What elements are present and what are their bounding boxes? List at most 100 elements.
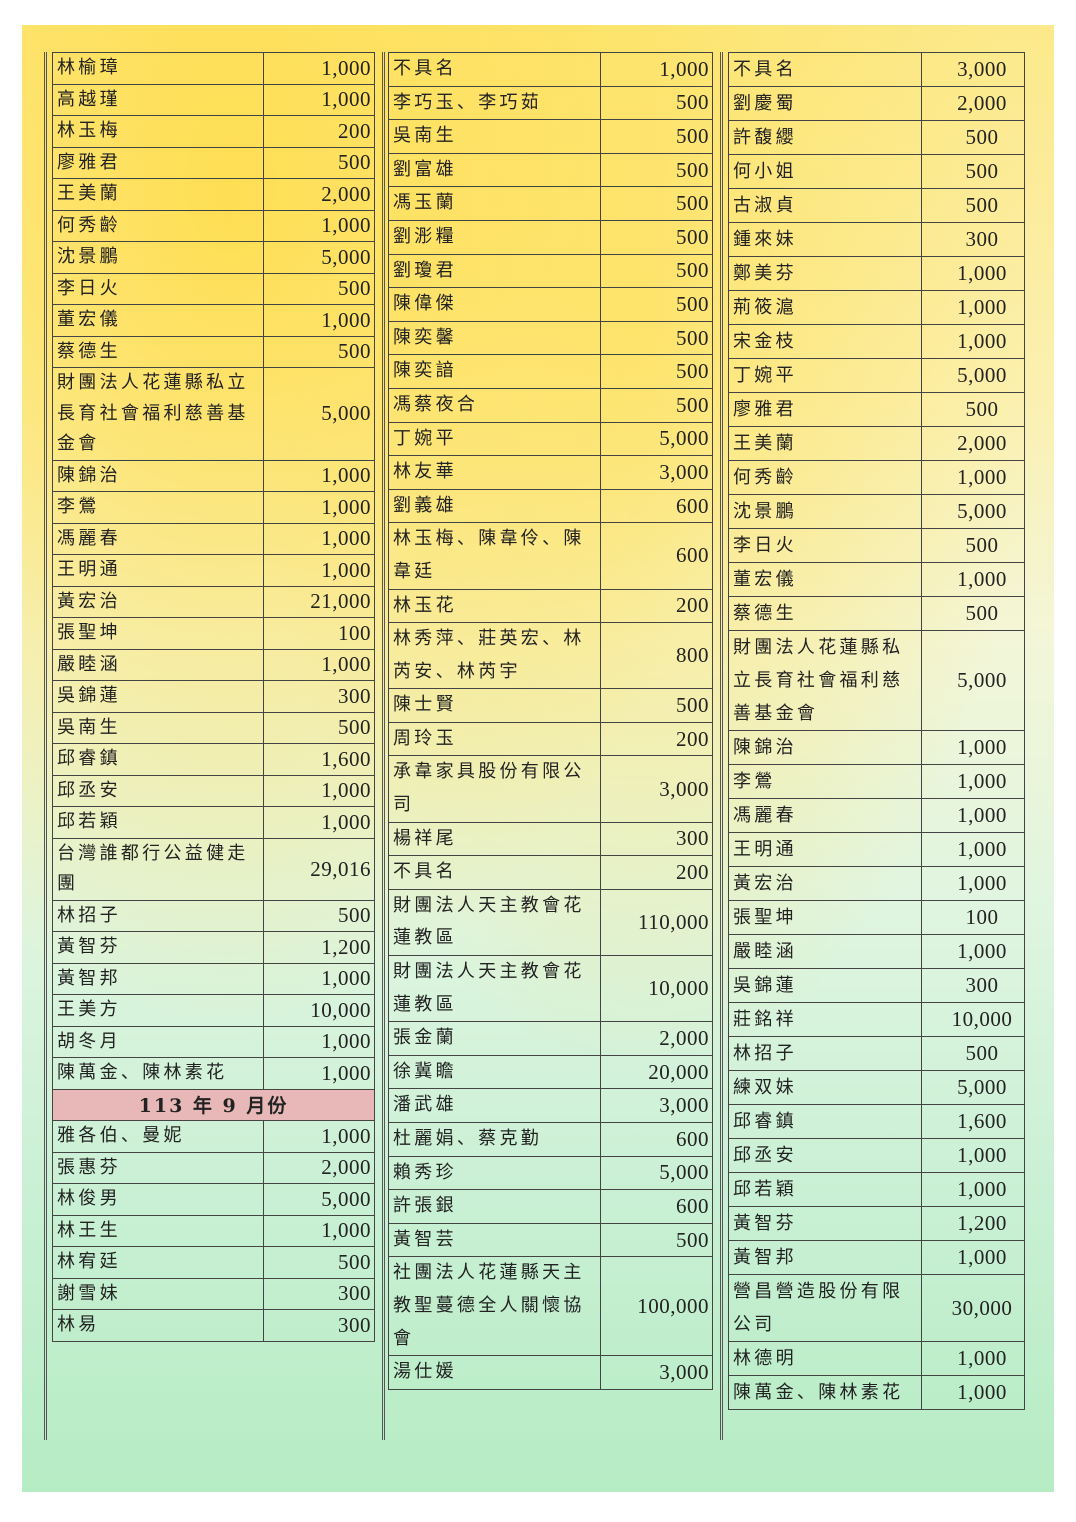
donor-name-cell: 邱若穎 (52, 806, 264, 839)
donation-amount: 2,000 (600, 1021, 713, 1056)
donor-name: 黃宏治 (733, 873, 797, 894)
donor-name: 陳偉傑 (393, 293, 457, 315)
donor-name: 吳南生 (57, 716, 121, 738)
donation-amount: 1,000 (263, 491, 375, 524)
donation-amount: 1,200 (263, 931, 375, 964)
donor-name-cell: 黃智芸 (388, 1222, 601, 1258)
donation-amount: 200 (600, 855, 713, 890)
donation-amount: 500 (600, 320, 713, 356)
donor-name: 林榆璋 (57, 57, 121, 78)
donor-name: 黃智芬 (733, 1213, 797, 1234)
donor-name-cell: 陳士賢 (388, 688, 601, 723)
donor-name: 劉瓊君 (393, 259, 457, 281)
donation-column-3: 不具名 3,000 劉慶蜀 2,000 許馥纓 500 何小姐 500 古淑貞 500 鍾來妹 300… (728, 52, 1025, 1410)
table-row: 李日火 500 (728, 528, 1025, 563)
donor-name: 陳奕馨 (393, 326, 457, 348)
donor-name: 許張銀 (393, 1195, 457, 1217)
table-row: 陳奕諳 500 (388, 354, 713, 389)
donor-name-cell: 林玉花 (388, 588, 601, 624)
donation-amount: 500 (600, 1222, 713, 1258)
table-row: 陳士賢 500 (388, 688, 713, 723)
donor-name-cell: 社團法人花蓮縣天主教聖蔓德全人關懷協會 (388, 1256, 601, 1357)
donor-name-cell: 黃宏治 (728, 866, 922, 901)
donation-amount: 1,000 (921, 1240, 1025, 1275)
page-frame-left (44, 52, 47, 1440)
donation-amount: 300 (600, 821, 713, 857)
table-row: 許張銀 600 (388, 1189, 713, 1224)
donor-name-cell: 馮玉蘭 (388, 186, 601, 221)
donation-amount: 1,000 (263, 962, 375, 995)
donor-name-cell: 湯仕媛 (388, 1355, 601, 1390)
donation-amount: 5,000 (263, 1183, 375, 1216)
column-divider-2 (714, 52, 723, 1440)
donor-name: 張聖坤 (733, 907, 797, 928)
table-row: 邱若穎 1,000 (52, 806, 375, 839)
donor-name-cell: 黃智邦 (52, 962, 264, 995)
donor-name-cell: 馮蔡夜合 (388, 387, 601, 423)
table-row: 杜麗娟、蔡克勤 600 (388, 1122, 713, 1157)
donor-name: 陳錦治 (57, 464, 121, 486)
donor-name: 王明通 (57, 559, 121, 580)
donation-amount: 200 (600, 588, 713, 624)
donation-amount: 1,000 (263, 522, 375, 555)
donor-name: 嚴睦涵 (57, 653, 121, 675)
table-row: 練双妹 5,000 (728, 1070, 1025, 1105)
table-row: 許馥纓 500 (728, 120, 1025, 155)
donor-name-cell: 丁婉平 (388, 421, 601, 457)
donation-amount: 500 (600, 287, 713, 322)
table-row: 林易 300 (52, 1309, 375, 1342)
donor-name: 林宥廷 (57, 1251, 121, 1272)
donation-amount: 300 (263, 1277, 375, 1310)
donation-amount: 1,600 (921, 1104, 1025, 1139)
donor-name-cell: 許張銀 (388, 1189, 601, 1224)
donation-amount: 1,000 (263, 1214, 375, 1247)
donation-amount: 500 (921, 392, 1025, 427)
donor-name: 不具名 (393, 861, 457, 883)
donation-amount: 500 (600, 119, 713, 154)
donation-amount: 3,000 (600, 755, 713, 823)
table-row: 黃智邦 1,000 (728, 1240, 1025, 1275)
donor-name-cell: 王美方 (52, 994, 264, 1027)
table-row: 李巧玉、李巧茹 500 (388, 85, 713, 121)
donor-name-cell: 陳偉傑 (388, 287, 601, 322)
table-row: 邱丞安 1,000 (728, 1138, 1025, 1173)
table-row: 王明通 1,000 (728, 832, 1025, 867)
donor-name: 董宏儀 (57, 309, 121, 330)
table-row: 劉慶蜀 2,000 (728, 86, 1025, 121)
donation-amount: 5,000 (921, 494, 1025, 529)
donation-amount: 600 (600, 1189, 713, 1224)
donation-amount: 500 (600, 253, 713, 289)
donor-name-cell: 廖雅君 (52, 146, 264, 179)
donor-name: 陳錦治 (733, 737, 797, 758)
donation-amount: 200 (600, 721, 713, 757)
table-row: 高越瑾 1,000 (52, 83, 375, 116)
table-row: 李鶯 1,000 (52, 491, 375, 524)
table-row: 財團法人花蓮縣私立長育社會福利慈善基金會 5,000 (52, 367, 375, 461)
donor-name-cell: 張聖坤 (52, 617, 264, 650)
table-row: 林友華 3,000 (388, 455, 713, 490)
table-row: 陳萬金、陳林素花 1,000 (52, 1057, 375, 1090)
donation-amount: 500 (921, 1036, 1025, 1071)
table-row: 楊祥尾 300 (388, 821, 713, 857)
table-row: 張聖坤 100 (728, 900, 1025, 935)
donation-amount: 500 (921, 188, 1025, 223)
table-row: 鍾來妹 300 (728, 222, 1025, 257)
table-row: 蔡德生 500 (52, 335, 375, 368)
donor-name: 不具名 (393, 58, 457, 79)
table-row: 劉瓊君 500 (388, 253, 713, 289)
donor-name: 林玉梅 (57, 120, 121, 141)
donation-amount: 600 (600, 488, 713, 524)
table-row: 馮麗春 1,000 (52, 522, 375, 555)
donor-name: 鍾來妹 (733, 229, 797, 250)
donor-name: 劉浵糧 (393, 225, 457, 247)
donor-name-cell: 潘武雄 (388, 1088, 601, 1123)
donation-amount: 2,000 (263, 178, 375, 211)
donor-name-cell: 王美蘭 (728, 426, 922, 461)
table-row: 林玉花 200 (388, 588, 713, 624)
donor-name-cell: 馮麗春 (728, 798, 922, 833)
donor-name: 王明通 (733, 839, 797, 860)
donation-amount: 1,600 (263, 743, 375, 776)
donor-name: 廖雅君 (57, 151, 121, 173)
table-row: 蔡德生 500 (728, 596, 1025, 631)
donation-amount: 500 (600, 85, 713, 121)
